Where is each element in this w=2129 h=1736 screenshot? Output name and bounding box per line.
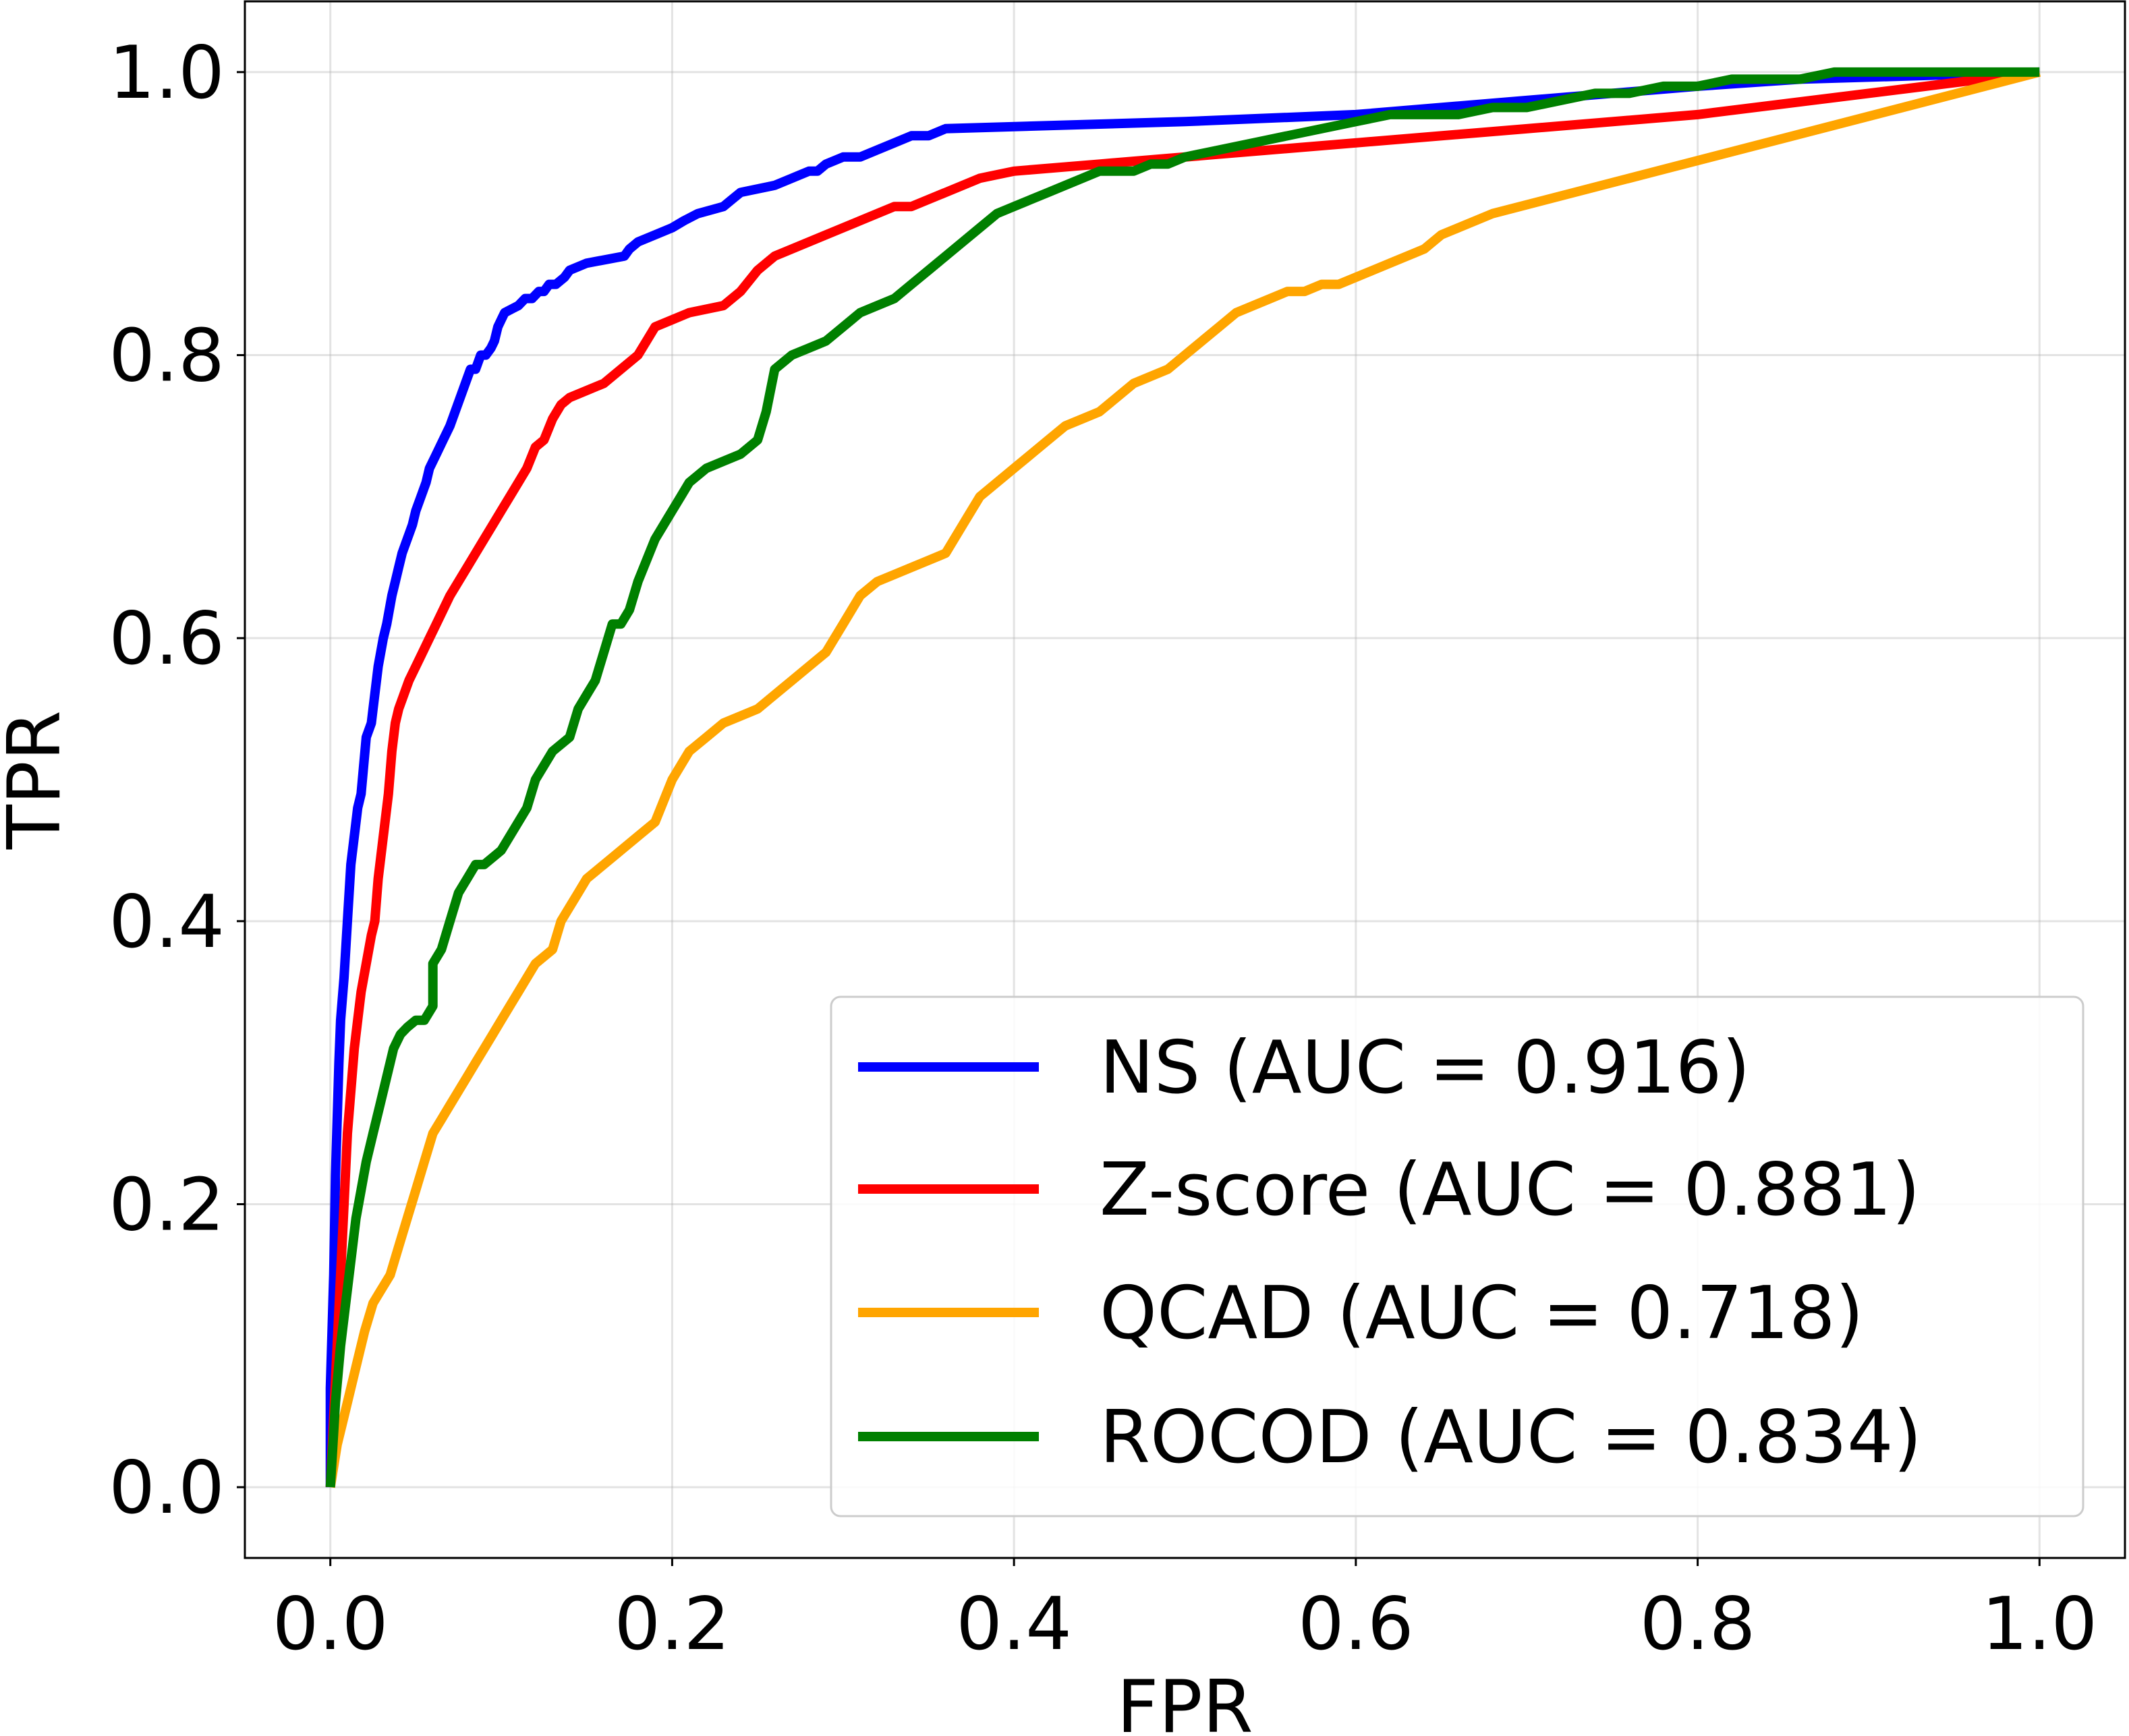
y-tick-label: 0.0 [109,1446,225,1530]
x-tick-label: 0.8 [1640,1582,1756,1667]
x-tick-label: 0.2 [615,1582,731,1667]
series-line-z-score [325,67,2041,1488]
plot-frame [244,0,2126,1559]
x-tick-label: 1.0 [1981,1582,2097,1667]
y-tick-label: 0.6 [109,597,225,681]
y-axis-title: TPR [0,710,77,850]
series-line-ns [325,67,2040,1488]
y-tick-label: 0.2 [109,1163,225,1247]
legend-label: NS (AUC = 0.916) [1100,1026,1751,1110]
x-tick-label: 0.0 [273,1582,389,1667]
y-tick-label: 0.4 [109,880,225,964]
legend-label: Z-score (AUC = 0.881) [1100,1148,1921,1232]
legend: NS (AUC = 0.916) Z-score (AUC = 0.881) QCA… [830,995,2084,1517]
x-axis-title: FPR [1116,1665,1253,1736]
axis-ticks: 0.0 0.2 0.4 0.6 0.8 1.0 0.0 0.2 0.4 0.6 0.8 1.0 [109,31,2097,1667]
legend-label: ROCOD (AUC = 0.834) [1100,1395,1922,1480]
y-tick-label: 0.8 [109,314,225,399]
y-tick-label: 1.0 [109,31,225,115]
x-tick-label: 0.4 [956,1582,1072,1667]
series-line-qcad [325,67,2041,1488]
legend-box [830,995,2084,1517]
x-tick-label: 0.6 [1298,1582,1414,1667]
legend-label: QCAD (AUC = 0.718) [1100,1271,1864,1356]
series-line-rocod [325,67,2040,1488]
series-layer [325,67,2041,1488]
